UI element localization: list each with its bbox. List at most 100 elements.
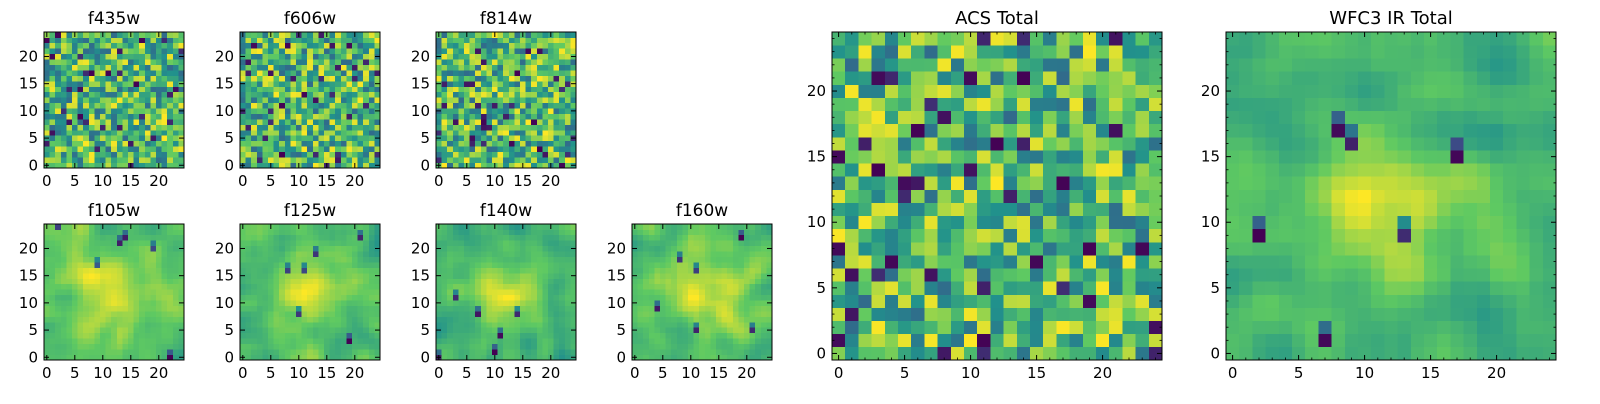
heatmap-cell: [55, 146, 61, 152]
heatmap-cell: [66, 355, 72, 361]
heatmap-cell: [318, 114, 324, 120]
heatmap-cell: [977, 308, 991, 321]
heatmap-cell: [50, 86, 56, 92]
heatmap-cell: [117, 76, 123, 82]
heatmap-cell: [570, 284, 576, 290]
heatmap-cell: [330, 103, 336, 109]
heatmap-cell: [285, 224, 291, 230]
heatmap-cell: [503, 349, 509, 355]
heatmap-cell: [436, 344, 442, 350]
heatmap-cell: [755, 289, 761, 295]
x-tick-label: 20: [149, 172, 168, 190]
heatmap-cell: [666, 278, 672, 284]
heatmap-cell: [302, 355, 308, 361]
heatmap-cell: [447, 327, 453, 333]
heatmap-cell: [548, 103, 554, 109]
heatmap-cell: [481, 92, 487, 98]
heatmap-cell: [246, 97, 252, 103]
heatmap-cell: [705, 311, 711, 317]
heatmap-cell: [710, 322, 716, 328]
heatmap-cell: [531, 268, 537, 274]
heatmap-cell: [872, 150, 886, 163]
heatmap-cell: [61, 130, 67, 136]
heatmap-cell: [872, 176, 886, 189]
heatmap-cell: [352, 135, 358, 141]
heatmap-cell: [938, 242, 952, 255]
heatmap-cell: [498, 32, 504, 38]
heatmap-cell: [554, 81, 560, 87]
heatmap-cell: [44, 146, 50, 152]
heatmap-cell: [1096, 189, 1110, 202]
heatmap-cell: [240, 295, 246, 301]
heatmap-cell: [447, 163, 453, 169]
heatmap-cell: [100, 229, 106, 235]
heatmap-cell: [262, 235, 268, 241]
heatmap-cell: [150, 273, 156, 279]
heatmap-cell: [173, 130, 179, 136]
heatmap-cell: [352, 257, 358, 263]
heatmap-cell: [139, 152, 145, 158]
heatmap-cell: [537, 251, 543, 257]
heatmap-cell: [705, 251, 711, 257]
heatmap-cell: [542, 229, 548, 235]
heatmap-cell: [526, 86, 532, 92]
heatmap-cell: [128, 146, 134, 152]
heatmap-cell: [274, 349, 280, 355]
heatmap-cell: [1017, 216, 1031, 229]
heatmap-cell: [262, 146, 268, 152]
heatmap-cell: [285, 257, 291, 263]
heatmap-cell: [167, 289, 173, 295]
heatmap-cell: [330, 86, 336, 92]
heatmap-cell: [761, 306, 767, 312]
heatmap-cell: [324, 322, 330, 328]
heatmap-cell: [122, 316, 128, 322]
heatmap-cell: [94, 92, 100, 98]
heatmap-cell: [117, 124, 123, 130]
heatmap-cell: [240, 157, 246, 163]
heatmap-cell: [167, 278, 173, 284]
heatmap-cell: [526, 70, 532, 76]
heatmap-cell: [951, 321, 965, 334]
heatmap-cell: [475, 300, 481, 306]
heatmap-cell: [55, 333, 61, 339]
heatmap-cell: [671, 262, 677, 268]
heatmap-cell: [369, 65, 375, 71]
heatmap-cell: [302, 311, 308, 317]
heatmap-cell: [346, 262, 352, 268]
heatmap-cell: [55, 43, 61, 49]
heatmap-cell: [145, 124, 151, 130]
heatmap-cell: [660, 349, 666, 355]
heatmap-cell: [447, 349, 453, 355]
heatmap-cell: [257, 119, 263, 125]
heatmap-cell: [106, 284, 112, 290]
x-tick-label: 5: [266, 172, 276, 190]
heatmap-cell: [481, 311, 487, 317]
heatmap-cell: [162, 103, 168, 109]
heatmap-cell: [279, 108, 285, 114]
heatmap-cell: [503, 251, 509, 257]
heatmap-cell: [66, 114, 72, 120]
heatmap-cell: [178, 322, 184, 328]
heatmap-cell: [938, 203, 952, 216]
heatmap-cell: [744, 316, 750, 322]
heatmap-cell: [313, 103, 319, 109]
heatmap-cell: [72, 262, 78, 268]
heatmap-cell: [1070, 242, 1084, 255]
heatmap-cell: [453, 322, 459, 328]
heatmap-cell: [716, 295, 722, 301]
heatmap-cell: [134, 92, 140, 98]
heatmap-cell: [279, 152, 285, 158]
heatmap-cell: [358, 327, 364, 333]
heatmap-cell: [447, 135, 453, 141]
heatmap-cell: [509, 114, 515, 120]
heatmap-cell: [274, 322, 280, 328]
heatmap-cell: [1043, 308, 1057, 321]
heatmap-cell: [156, 70, 162, 76]
heatmap-cell: [722, 224, 728, 230]
heatmap-cell: [307, 246, 313, 252]
heatmap-cell: [671, 300, 677, 306]
heatmap-cell: [122, 97, 128, 103]
heatmap-cell: [72, 65, 78, 71]
heatmap-cell: [481, 349, 487, 355]
heatmap-cell: [559, 124, 565, 130]
